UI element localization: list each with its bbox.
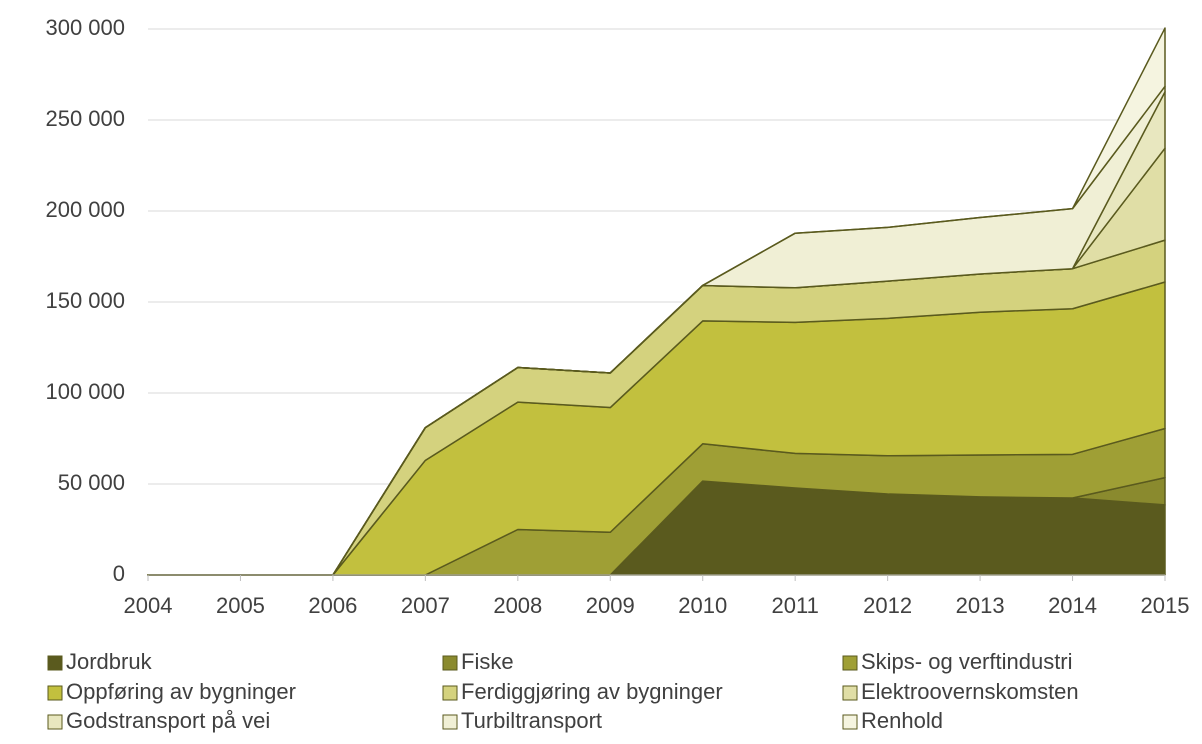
x-tick-label: 2006 bbox=[308, 593, 357, 618]
x-tick-label: 2010 bbox=[678, 593, 727, 618]
x-tick-label: 2013 bbox=[956, 593, 1005, 618]
legend-label: Jordbruk bbox=[66, 649, 153, 674]
legend-label: Oppføring av bygninger bbox=[66, 679, 296, 704]
legend-swatch bbox=[842, 685, 858, 701]
x-tick-label: 2004 bbox=[124, 593, 173, 618]
legend-swatch bbox=[47, 714, 63, 730]
y-tick-label: 250 000 bbox=[45, 106, 125, 131]
legend-swatch bbox=[442, 655, 458, 671]
x-tick-label: 2008 bbox=[493, 593, 542, 618]
legend-swatch bbox=[47, 685, 63, 701]
y-tick-label: 200 000 bbox=[45, 197, 125, 222]
y-tick-label: 150 000 bbox=[45, 288, 125, 313]
y-tick-label: 0 bbox=[113, 561, 125, 586]
legend-label: Godstransport på vei bbox=[66, 708, 270, 733]
legend-swatch bbox=[442, 685, 458, 701]
area bbox=[147, 27, 1166, 576]
x-tick-label: 2011 bbox=[772, 593, 819, 618]
legend-label: Turbiltransport bbox=[461, 708, 602, 733]
legend-swatch bbox=[842, 655, 858, 671]
x-tick-label: 2007 bbox=[401, 593, 450, 618]
x-tick-label: 2005 bbox=[216, 593, 265, 618]
x-tick-label: 2015 bbox=[1141, 593, 1190, 618]
x-tick-label: 2012 bbox=[863, 593, 912, 618]
x-tick-label: 2014 bbox=[1048, 593, 1097, 618]
legend-swatch bbox=[842, 714, 858, 730]
legend-label: Renhold bbox=[861, 708, 943, 733]
legend-label: Fiske bbox=[461, 649, 514, 674]
legend-swatch bbox=[47, 655, 63, 671]
legend-swatch bbox=[442, 714, 458, 730]
legend-label: Ferdiggjøring av bygninger bbox=[461, 679, 723, 704]
legend-label: Skips- og verftindustri bbox=[861, 649, 1073, 674]
legend-label: Elektroovernskomsten bbox=[861, 679, 1079, 704]
y-tick-label: 100 000 bbox=[45, 379, 125, 404]
y-tick-label: 300 000 bbox=[45, 15, 125, 40]
y-tick-label: 50 000 bbox=[58, 470, 125, 495]
x-tick-label: 2009 bbox=[586, 593, 635, 618]
